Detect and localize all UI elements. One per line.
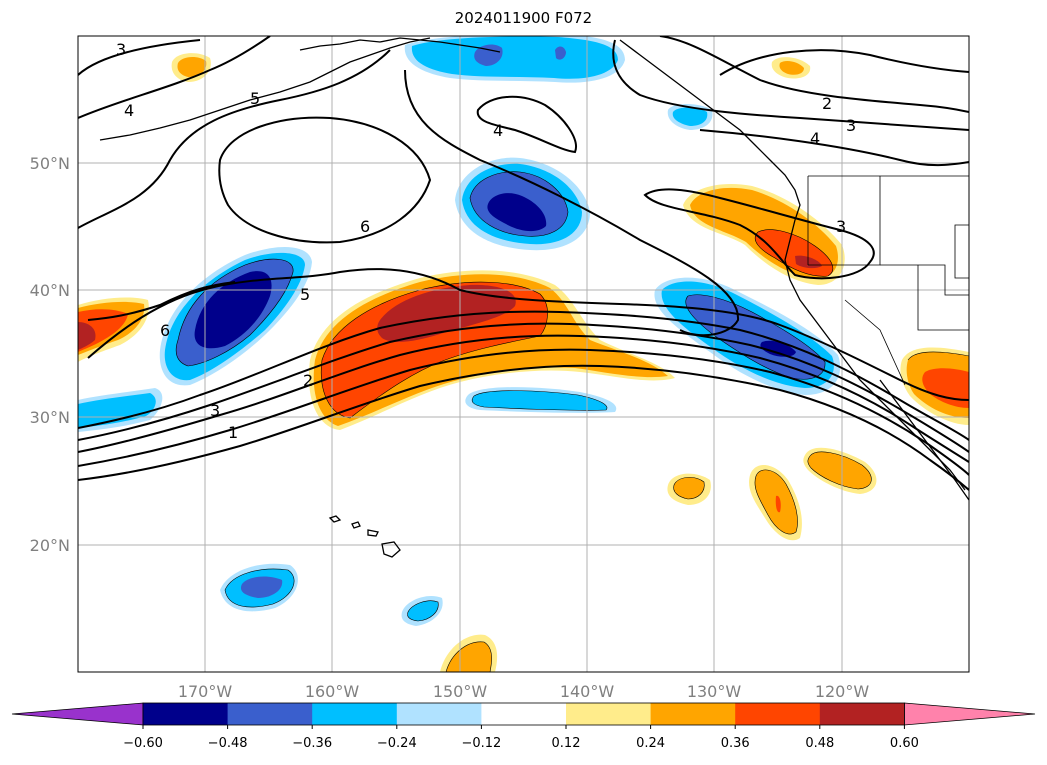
- map-title: 2024011900 F072: [454, 9, 593, 27]
- negative-small-s2-mid: [407, 600, 439, 621]
- colorbar-segment: [819, 703, 905, 725]
- colorbar-segment: [650, 703, 736, 725]
- negative-small-s1-blue: [240, 576, 283, 598]
- colorbar-segment: [143, 703, 229, 725]
- thick-contours: [78, 36, 969, 491]
- colorbar-tick-label: 0.12: [552, 736, 581, 751]
- colorbar-segment: [396, 703, 482, 725]
- colorbar-segment: [566, 703, 652, 725]
- colorbar-tick-label: −0.60: [123, 736, 163, 751]
- lon-label: 170°W: [178, 682, 233, 701]
- state-borders: [807, 175, 969, 386]
- positive-small-nw-orange: [177, 57, 207, 77]
- lon-label: 150°W: [433, 682, 488, 701]
- negative-top-band-blue2: [555, 46, 566, 60]
- map-gridlines: [78, 36, 969, 672]
- lat-label: 20°N: [30, 536, 70, 555]
- contour-label: 2: [303, 371, 313, 390]
- contour-label: 4: [124, 101, 134, 120]
- colorbar-segment: [227, 703, 313, 725]
- colorbar-segment: [735, 703, 821, 725]
- positive-small-top-ne-orange: [779, 60, 804, 75]
- contour-label: 5: [300, 285, 310, 304]
- contour-label: 2: [822, 94, 832, 113]
- colorbar-extend-max: [904, 702, 1036, 726]
- contour-label: 6: [360, 217, 370, 236]
- contour-label: 1: [228, 423, 238, 442]
- colorbar-segment: [312, 703, 398, 725]
- positive-bottom-orange: [446, 641, 492, 672]
- shaded-anomaly-fields: [78, 36, 969, 672]
- longitude-labels: 170°W 160°W 150°W 140°W 130°W 120°W: [178, 682, 870, 701]
- contour-label: 3: [116, 40, 126, 59]
- colorbar-border: [142, 702, 905, 726]
- contour-labels: 3 4 5 6 4 2 3 4 3 6 5 2 3 1: [116, 40, 856, 442]
- negative-east-band-core: [760, 340, 796, 357]
- colorbar-tick-label: 0.60: [890, 736, 919, 751]
- negative-east-band-blue: [685, 294, 826, 380]
- colorbar-tick-label: 0.48: [805, 736, 834, 751]
- lon-label: 140°W: [560, 682, 615, 701]
- positive-west-edge-core: [78, 322, 96, 350]
- contour-label: 6: [160, 321, 170, 340]
- latitude-labels: 50°N 40°N 30°N 20°N: [30, 154, 70, 555]
- contour-label: 4: [810, 129, 820, 148]
- lon-label: 120°W: [815, 682, 870, 701]
- negative-top-band-mid: [411, 36, 618, 79]
- map-frame: [77, 35, 970, 673]
- lon-label: 160°W: [305, 682, 360, 701]
- positive-small-s2-red: [775, 495, 781, 513]
- colorbar-tick-label: 0.24: [636, 736, 665, 751]
- positive-far-east-red: [922, 368, 969, 408]
- positive-small-s1-orange: [673, 477, 705, 499]
- negative-blob-north-core: [487, 193, 547, 232]
- lat-label: 50°N: [30, 154, 70, 173]
- colorbar-tick-label: −0.36: [292, 736, 332, 751]
- negative-strip-mid: [472, 390, 607, 411]
- colorbar-tick-label: −0.48: [208, 736, 248, 751]
- negative-small-coast-mid: [672, 107, 708, 126]
- contour-label: 5: [250, 89, 260, 108]
- contour-label: 3: [836, 217, 846, 236]
- contour-label: 4: [493, 121, 503, 140]
- negative-west-edge-mid: [78, 393, 156, 428]
- colorbar: [11, 702, 1036, 726]
- lat-label: 30°N: [30, 408, 70, 427]
- negative-top-band-blue: [474, 44, 503, 66]
- colorbar-segment: [481, 703, 567, 725]
- contour-label: 3: [210, 401, 220, 420]
- lat-label: 40°N: [30, 281, 70, 300]
- colorbar-tick-label: −0.12: [461, 736, 501, 751]
- colorbar-tick-label: 0.36: [721, 736, 750, 751]
- colorbar-extend-min: [11, 702, 144, 726]
- lon-label: 130°W: [687, 682, 742, 701]
- positive-band-core: [377, 284, 516, 342]
- colorbar-tick-label: −0.24: [377, 736, 417, 751]
- contour-label: 3: [846, 116, 856, 135]
- positive-small-s3-orange: [807, 451, 872, 489]
- colorbar-ticks: −0.60 −0.48 −0.36 −0.24 −0.12 0.12 0.24 0.36 0.4…: [123, 725, 919, 751]
